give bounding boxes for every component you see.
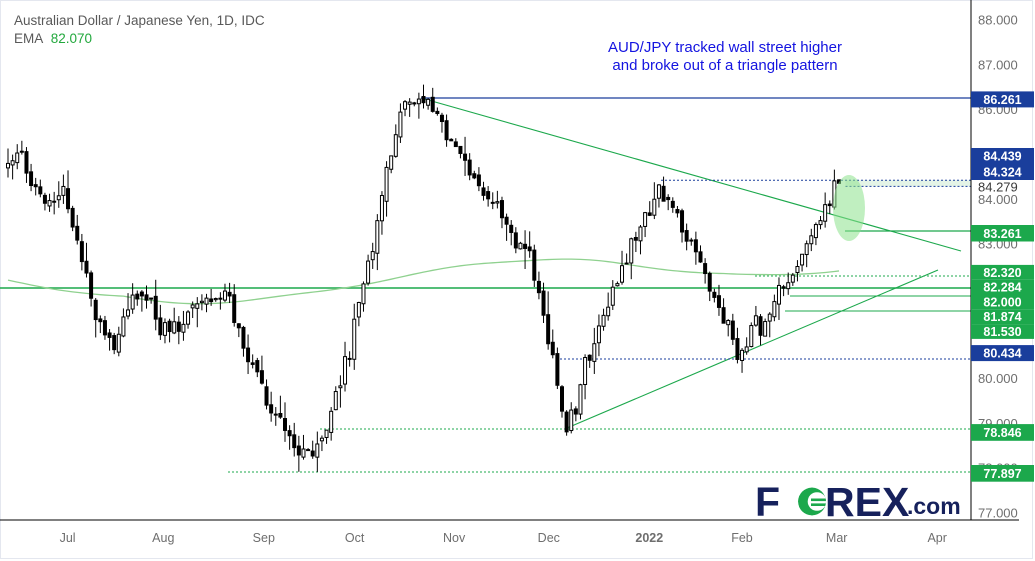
svg-text:82.000: 82.000 <box>983 295 1021 309</box>
svg-text:Dec: Dec <box>538 531 560 545</box>
svg-text:80.000: 80.000 <box>978 371 1018 386</box>
svg-text:REX: REX <box>825 479 909 525</box>
svg-text:Apr: Apr <box>927 531 946 545</box>
svg-text:Aug: Aug <box>152 531 174 545</box>
svg-text:82.284: 82.284 <box>983 281 1021 295</box>
svg-text:84.324: 84.324 <box>983 166 1021 180</box>
svg-text:.com: .com <box>907 493 961 519</box>
svg-text:Sep: Sep <box>253 531 275 545</box>
svg-text:82.320: 82.320 <box>983 266 1021 280</box>
svg-text:84.439: 84.439 <box>983 150 1021 164</box>
svg-text:Jul: Jul <box>60 531 76 545</box>
svg-text:84.279: 84.279 <box>978 180 1018 195</box>
svg-text:81.874: 81.874 <box>983 310 1021 324</box>
svg-text:Mar: Mar <box>826 531 848 545</box>
svg-text:77.000: 77.000 <box>978 506 1018 521</box>
svg-text:86.261: 86.261 <box>983 93 1021 107</box>
svg-text:Oct: Oct <box>345 531 365 545</box>
svg-text:and broke out of a triangle pa: and broke out of a triangle pattern <box>612 57 837 74</box>
svg-text:80.434: 80.434 <box>983 347 1021 361</box>
svg-text:78.846: 78.846 <box>983 426 1021 440</box>
svg-text:83.261: 83.261 <box>983 227 1021 241</box>
svg-text:F: F <box>755 479 780 525</box>
svg-text:81.530: 81.530 <box>983 325 1021 339</box>
svg-text:87.000: 87.000 <box>978 57 1018 72</box>
svg-text:Nov: Nov <box>443 531 466 545</box>
svg-text:2022: 2022 <box>635 531 663 545</box>
svg-text:88.000: 88.000 <box>978 13 1018 28</box>
svg-text:AUD/JPY tracked wall street hi: AUD/JPY tracked wall street higher <box>608 39 842 56</box>
svg-text:Feb: Feb <box>731 531 753 545</box>
svg-text:77.897: 77.897 <box>983 467 1021 481</box>
